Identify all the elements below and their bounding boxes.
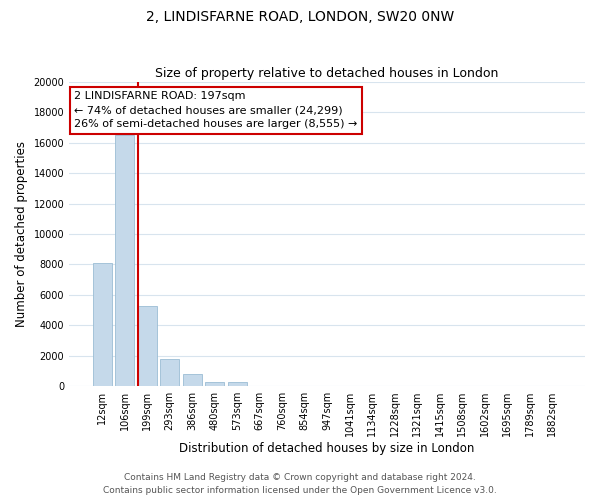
Bar — [115, 136, 134, 386]
Title: Size of property relative to detached houses in London: Size of property relative to detached ho… — [155, 66, 499, 80]
Bar — [137, 306, 157, 386]
Text: 2 LINDISFARNE ROAD: 197sqm
← 74% of detached houses are smaller (24,299)
26% of : 2 LINDISFARNE ROAD: 197sqm ← 74% of deta… — [74, 91, 358, 129]
Bar — [182, 374, 202, 386]
Bar — [205, 382, 224, 386]
Bar — [227, 382, 247, 386]
Text: 2, LINDISFARNE ROAD, LONDON, SW20 0NW: 2, LINDISFARNE ROAD, LONDON, SW20 0NW — [146, 10, 454, 24]
Y-axis label: Number of detached properties: Number of detached properties — [15, 141, 28, 327]
Bar — [160, 358, 179, 386]
Text: Contains HM Land Registry data © Crown copyright and database right 2024.
Contai: Contains HM Land Registry data © Crown c… — [103, 474, 497, 495]
X-axis label: Distribution of detached houses by size in London: Distribution of detached houses by size … — [179, 442, 475, 455]
Bar — [92, 263, 112, 386]
